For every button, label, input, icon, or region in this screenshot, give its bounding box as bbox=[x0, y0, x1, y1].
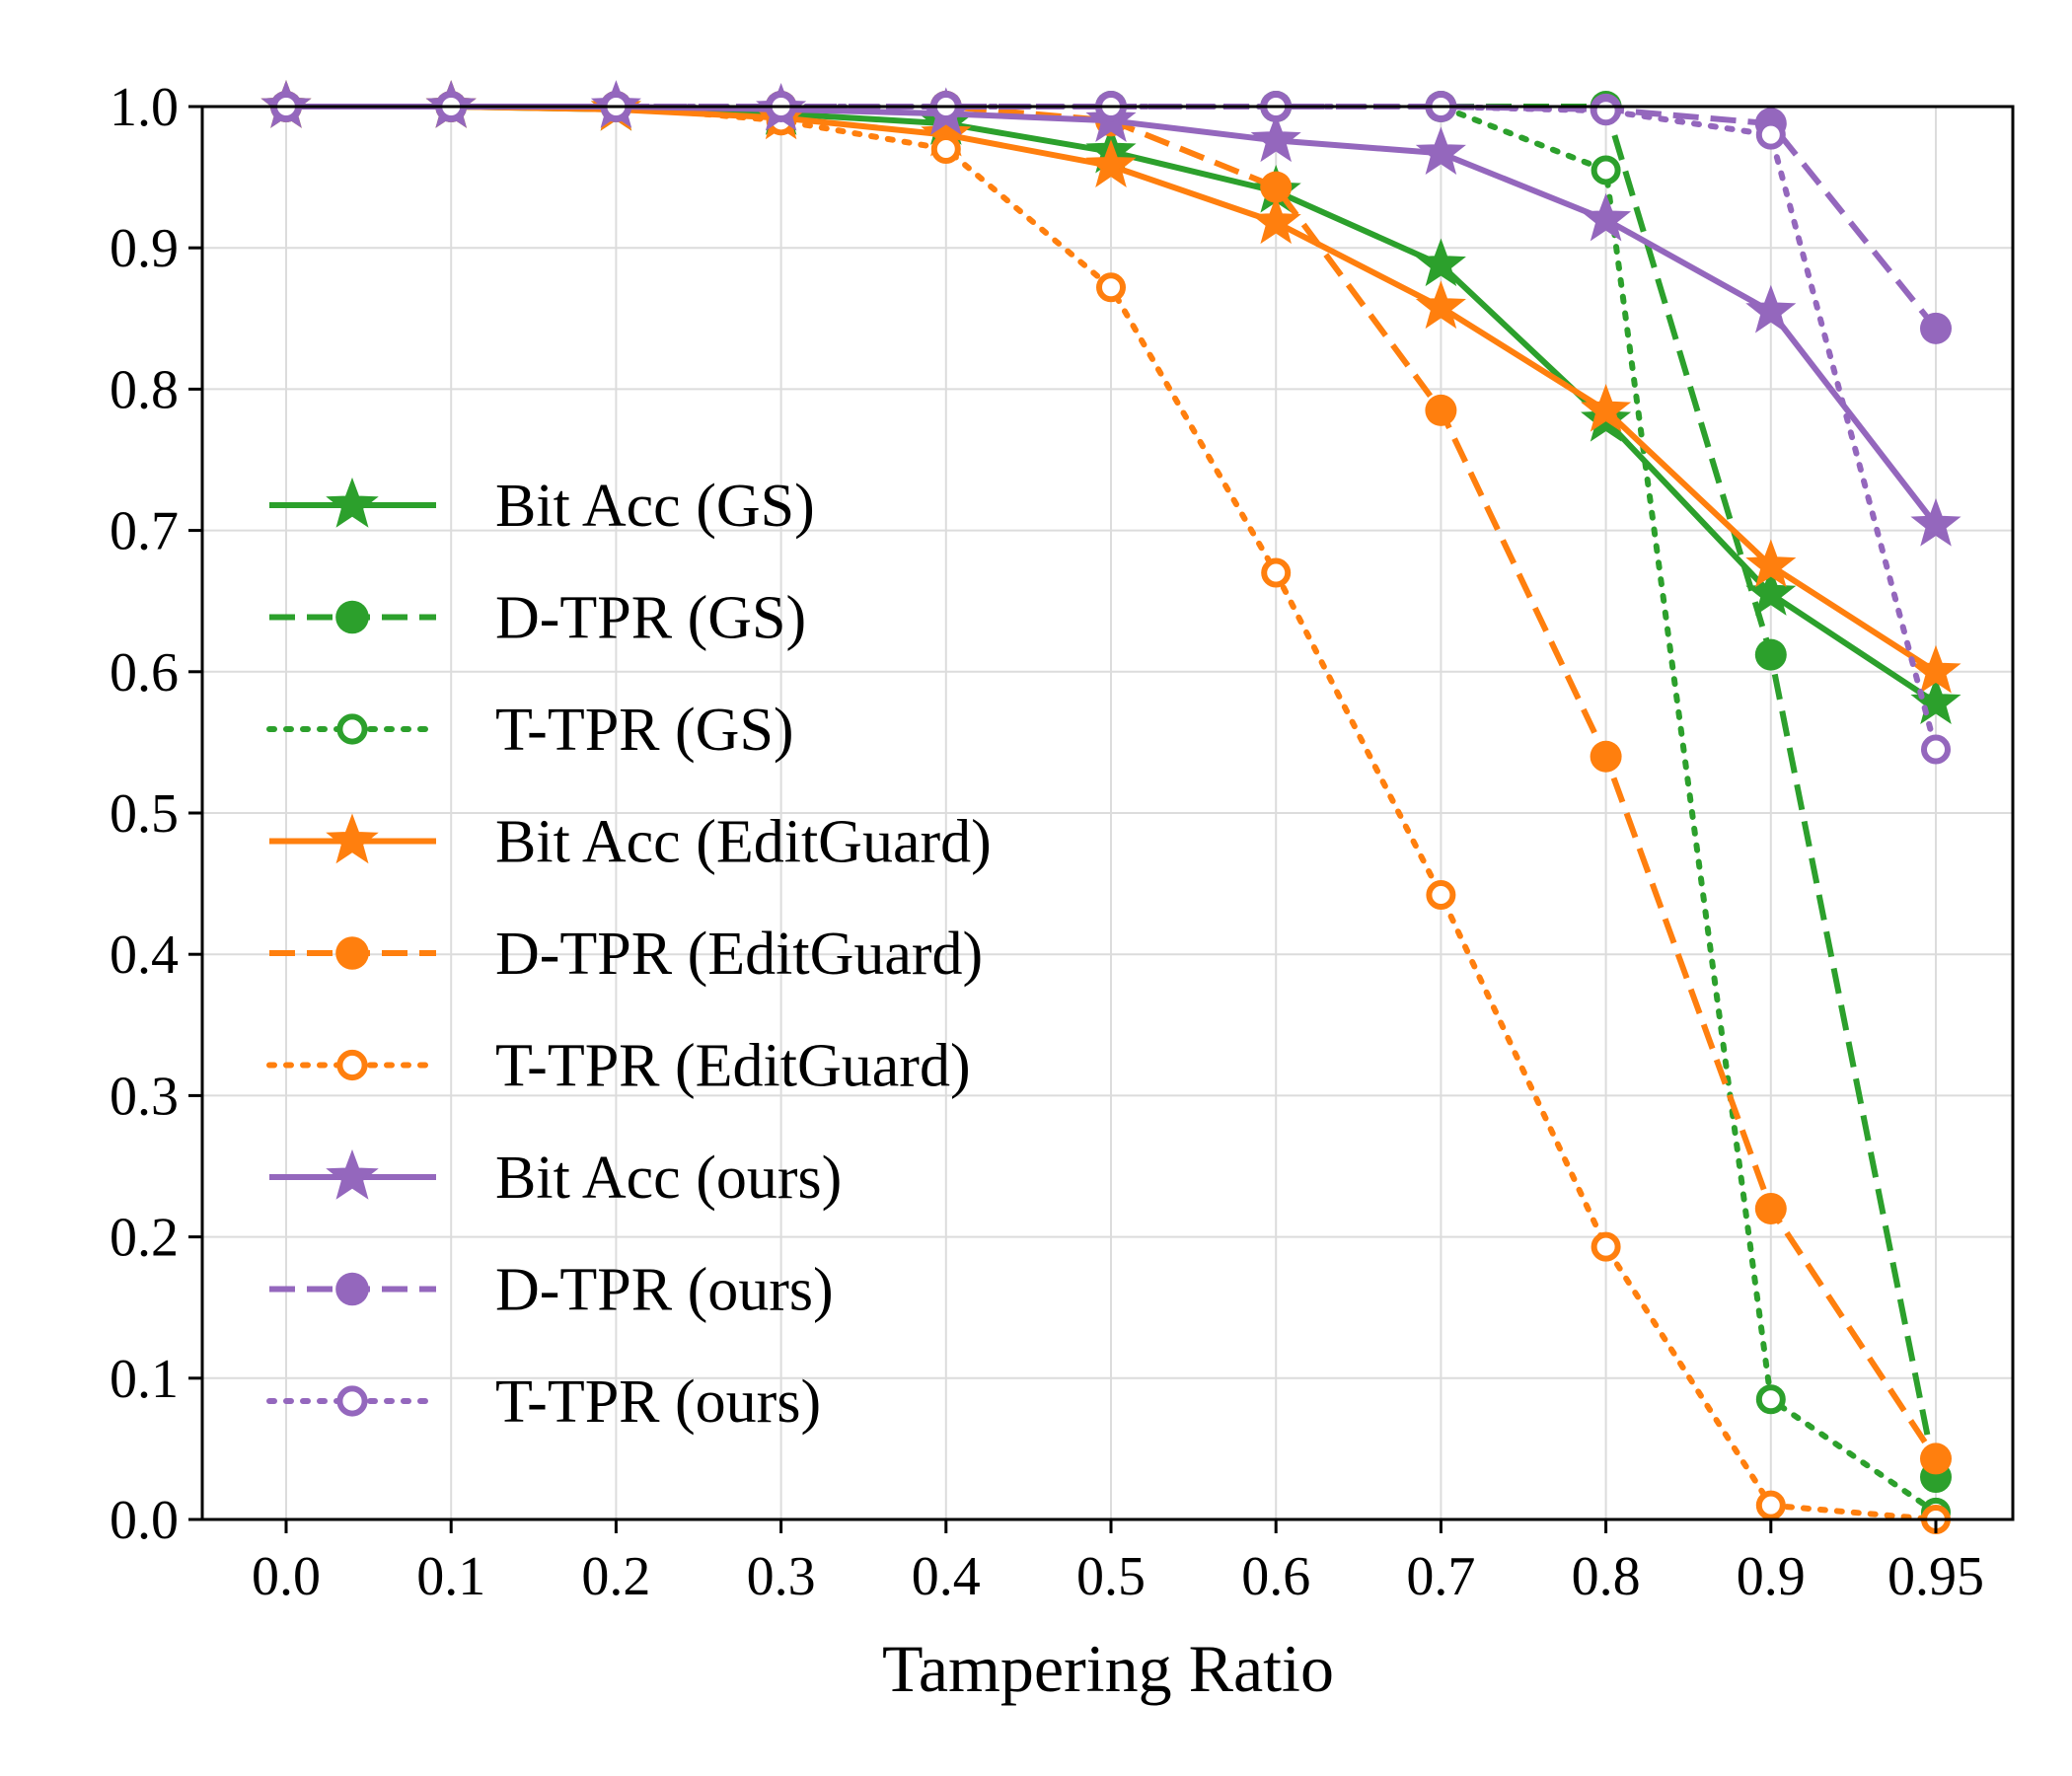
legend-marker bbox=[335, 936, 369, 970]
x-tick-label: 0.8 bbox=[1572, 1546, 1641, 1607]
data-point bbox=[1920, 1443, 1952, 1475]
data-point bbox=[1745, 567, 1797, 616]
y-tick-label: 1.0 bbox=[110, 77, 179, 138]
legend-entry: T-TPR (ours) bbox=[266, 1369, 821, 1436]
legend-label: T-TPR (EditGuard) bbox=[495, 1033, 971, 1100]
data-point bbox=[1755, 1490, 1786, 1520]
x-tick-label: 0.3 bbox=[747, 1546, 816, 1607]
legend-label: Bit Acc (ours) bbox=[495, 1145, 842, 1212]
data-point bbox=[1426, 880, 1456, 911]
legend-entry: D-TPR (ours) bbox=[269, 1257, 834, 1324]
legend-marker bbox=[326, 813, 379, 864]
y-tick-label: 0.8 bbox=[110, 359, 179, 420]
legend-entry: Bit Acc (EditGuard) bbox=[269, 809, 992, 876]
legend-entry: T-TPR (EditGuard) bbox=[266, 1033, 971, 1100]
x-tick-label: 0.9 bbox=[1737, 1546, 1806, 1607]
legend-marker bbox=[335, 600, 369, 634]
y-tick-label: 0.3 bbox=[110, 1066, 179, 1127]
data-point bbox=[1260, 171, 1293, 203]
x-tick-label: 0.5 bbox=[1076, 1546, 1146, 1607]
y-tick-label: 0.2 bbox=[110, 1208, 179, 1269]
y-tick-label: 0.5 bbox=[110, 783, 179, 845]
x-axis-title: Tampering Ratio bbox=[882, 1631, 1334, 1706]
data-point bbox=[930, 133, 961, 164]
legend-label: T-TPR (GS) bbox=[495, 697, 794, 764]
y-tick-label: 0.0 bbox=[110, 1490, 179, 1551]
legend-entry: Bit Acc (GS) bbox=[269, 473, 815, 540]
data-point bbox=[1591, 1231, 1621, 1262]
y-tick-label: 0.1 bbox=[110, 1349, 179, 1410]
data-point bbox=[1745, 284, 1797, 333]
data-point bbox=[1591, 96, 1621, 126]
x-tick-label: 0.7 bbox=[1406, 1546, 1475, 1607]
data-point bbox=[1590, 740, 1622, 773]
data-point bbox=[1921, 734, 1951, 765]
axis-ticks: 0.0 0.1 0.2 0.3 0.4 0.5 0.6 0.7 0.8 0.9 0.95 0.0 0.1… bbox=[110, 77, 1984, 1607]
data-point bbox=[1755, 1384, 1786, 1415]
data-point bbox=[1755, 119, 1786, 150]
data-point bbox=[1425, 394, 1457, 426]
data-point bbox=[1920, 312, 1952, 344]
x-tick-label: 0.2 bbox=[581, 1546, 650, 1607]
legend-marker bbox=[336, 713, 368, 745]
legend-entry: T-TPR (GS) bbox=[266, 697, 794, 764]
data-point bbox=[1591, 155, 1621, 185]
legend-entry: D-TPR (GS) bbox=[269, 585, 806, 652]
x-tick-label: 0.6 bbox=[1241, 1546, 1310, 1607]
data-point bbox=[1910, 644, 1961, 694]
legend-marker bbox=[326, 1148, 379, 1200]
y-tick-label: 0.6 bbox=[110, 642, 179, 703]
legend-label: D-TPR (GS) bbox=[495, 585, 806, 652]
x-tick-label: 0.4 bbox=[912, 1546, 981, 1607]
data-point bbox=[1096, 272, 1126, 303]
x-tick-label: 0.0 bbox=[252, 1546, 321, 1607]
legend: Bit Acc (GS) D-TPR (GS) T-TPR (GS) Bit Acc … bbox=[266, 473, 992, 1436]
data-point bbox=[1910, 498, 1961, 547]
legend-marker bbox=[336, 1385, 368, 1417]
data-point bbox=[1581, 384, 1632, 432]
legend-entry: Bit Acc (ours) bbox=[269, 1145, 842, 1212]
y-tick-label: 0.7 bbox=[110, 501, 179, 562]
legend-label: T-TPR (ours) bbox=[495, 1369, 821, 1436]
legend-label: D-TPR (ours) bbox=[495, 1257, 834, 1324]
data-point bbox=[1085, 139, 1137, 187]
data-point bbox=[1250, 113, 1301, 163]
y-tick-label: 0.9 bbox=[110, 218, 179, 279]
legend-label: Bit Acc (EditGuard) bbox=[495, 809, 992, 876]
x-tick-label: 0.95 bbox=[1887, 1546, 1984, 1607]
y-tick-label: 0.4 bbox=[110, 925, 179, 986]
data-point bbox=[1581, 192, 1632, 242]
data-point bbox=[1415, 280, 1466, 330]
legend-label: Bit Acc (GS) bbox=[495, 473, 815, 540]
data-point bbox=[1261, 557, 1292, 588]
data-point bbox=[1745, 539, 1797, 588]
legend-label: D-TPR (EditGuard) bbox=[495, 921, 983, 988]
legend-marker bbox=[335, 1272, 369, 1306]
x-tick-label: 0.1 bbox=[416, 1546, 485, 1607]
data-point bbox=[1754, 1192, 1787, 1224]
legend-entry: D-TPR (EditGuard) bbox=[269, 921, 983, 988]
data-point bbox=[1415, 126, 1466, 176]
legend-marker bbox=[326, 477, 379, 528]
legend-marker bbox=[336, 1049, 368, 1081]
data-point bbox=[1415, 238, 1466, 287]
data-point bbox=[1754, 638, 1787, 671]
